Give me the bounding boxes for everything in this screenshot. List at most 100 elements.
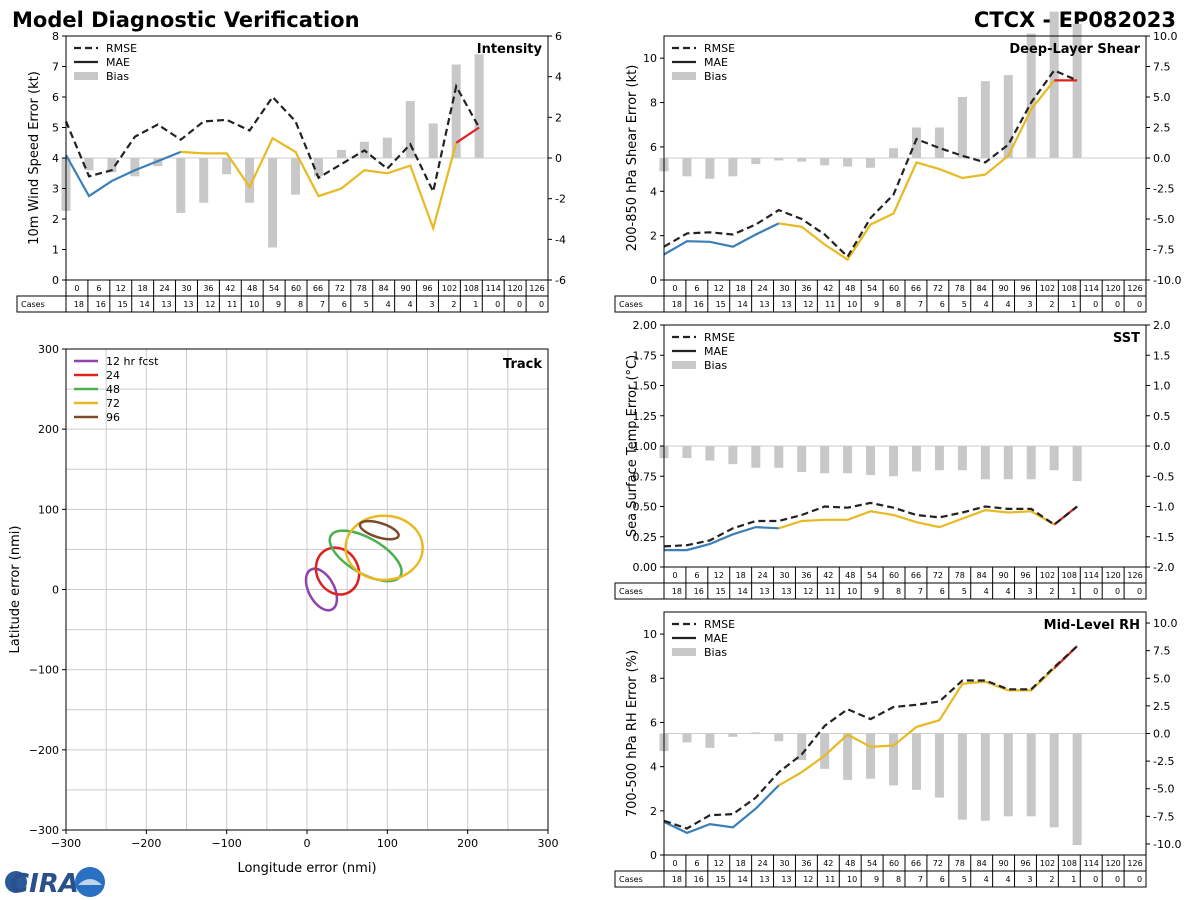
case-count: 6 bbox=[342, 300, 347, 309]
case-count: 0 bbox=[1093, 300, 1098, 309]
case-count: 11 bbox=[825, 300, 835, 309]
y-tick-label: 6 bbox=[650, 716, 657, 729]
bias-bar bbox=[889, 148, 899, 158]
bias-bar bbox=[682, 733, 692, 743]
case-count: 11 bbox=[825, 875, 835, 884]
hour-label: 114 bbox=[1084, 284, 1099, 293]
bias-bar bbox=[957, 97, 967, 158]
track-legend-label: 12 hr fcst bbox=[106, 355, 159, 368]
y-tick-label: 0.75 bbox=[633, 470, 658, 483]
bias-bar bbox=[911, 127, 921, 158]
track-ellipse bbox=[358, 519, 400, 541]
page-title: Model Diagnostic Verification bbox=[12, 8, 360, 32]
case-count: 0 bbox=[1093, 875, 1098, 884]
hour-label: 126 bbox=[529, 284, 544, 293]
case-count: 1 bbox=[1071, 875, 1076, 884]
cases-row bbox=[614, 295, 1147, 313]
bias-bar bbox=[1003, 446, 1013, 480]
bias-bar bbox=[1049, 11, 1059, 158]
hour-label: 12 bbox=[116, 284, 126, 293]
legend-bias-label: Bias bbox=[106, 70, 129, 83]
cases-row bbox=[16, 295, 549, 313]
hour-label: 114 bbox=[1084, 571, 1099, 580]
hour-label: 96 bbox=[1020, 859, 1030, 868]
hour-label: 90 bbox=[998, 284, 1008, 293]
y-tick-label: 2 bbox=[650, 805, 657, 818]
case-count: 9 bbox=[874, 300, 879, 309]
y-tick-label: 2 bbox=[52, 213, 59, 226]
y2-tick-label: 7.5 bbox=[1153, 645, 1171, 658]
bias-bar bbox=[336, 149, 346, 158]
case-count: 8 bbox=[298, 300, 303, 309]
hour-label: 0 bbox=[672, 859, 677, 868]
bias-bar bbox=[843, 158, 853, 167]
hour-label: 72 bbox=[335, 284, 345, 293]
case-count: 16 bbox=[694, 875, 704, 884]
case-count: 0 bbox=[1115, 300, 1120, 309]
hour-label: 102 bbox=[1040, 859, 1055, 868]
case-count: 6 bbox=[940, 300, 945, 309]
y-tick-label: 8 bbox=[650, 97, 657, 110]
case-count: 7 bbox=[918, 875, 923, 884]
bias-bar bbox=[728, 733, 738, 737]
hour-label: 108 bbox=[464, 284, 479, 293]
y-tick-label: 4 bbox=[52, 152, 59, 165]
y-tick-label: 8 bbox=[650, 672, 657, 685]
case-count: 0 bbox=[1137, 300, 1142, 309]
y2-tick-label: -6 bbox=[555, 274, 566, 287]
case-count: 3 bbox=[1027, 587, 1032, 596]
hour-label: 18 bbox=[138, 284, 148, 293]
hour-label: 42 bbox=[823, 859, 833, 868]
rmse-line bbox=[64, 83, 481, 195]
case-count: 2 bbox=[451, 300, 456, 309]
case-count: 0 bbox=[1115, 587, 1120, 596]
mae-line-mid bbox=[180, 136, 458, 232]
hour-label: 90 bbox=[400, 284, 410, 293]
bias-bar bbox=[130, 158, 140, 177]
y-axis-label: Sea Surface Temp Error (°C) bbox=[625, 355, 640, 537]
y-tick-label: 1.00 bbox=[633, 440, 658, 453]
y-tick-label: −300 bbox=[29, 824, 59, 837]
bias-bar bbox=[1072, 733, 1082, 846]
case-count: 15 bbox=[716, 875, 726, 884]
bias-bar bbox=[866, 733, 876, 779]
track-ellipse bbox=[304, 567, 339, 612]
hour-label: 84 bbox=[977, 571, 987, 580]
bias-bar bbox=[1049, 446, 1059, 471]
case-count: 12 bbox=[803, 587, 813, 596]
legend-bias-label: Bias bbox=[704, 359, 727, 372]
hour-label: 78 bbox=[955, 859, 965, 868]
case-count: 10 bbox=[847, 875, 857, 884]
case-count: 12 bbox=[803, 875, 813, 884]
bias-bar bbox=[843, 733, 853, 780]
hour-label: 54 bbox=[867, 571, 877, 580]
hour-label: 90 bbox=[998, 859, 1008, 868]
rmse-line bbox=[663, 501, 1078, 548]
case-count: 9 bbox=[276, 300, 281, 309]
y2-tick-label: 7.5 bbox=[1153, 61, 1171, 74]
y2-tick-label: -1.5 bbox=[1153, 531, 1174, 544]
y-tick-label: 0 bbox=[650, 274, 657, 287]
case-count: 4 bbox=[1006, 587, 1011, 596]
bias-bar bbox=[866, 158, 876, 168]
case-count: 0 bbox=[517, 300, 522, 309]
hour-label: 102 bbox=[1040, 571, 1055, 580]
bias-bar bbox=[405, 101, 415, 158]
case-count: 6 bbox=[940, 875, 945, 884]
hour-label: 54 bbox=[867, 284, 877, 293]
hour-label: 30 bbox=[779, 284, 789, 293]
case-count: 3 bbox=[429, 300, 434, 309]
y2-tick-label: 1.0 bbox=[1153, 380, 1171, 393]
hour-label: 24 bbox=[757, 859, 767, 868]
hour-label: 12 bbox=[714, 859, 724, 868]
y-axis-label: 200-850 hPa Shear Error (kt) bbox=[625, 65, 640, 252]
y2-tick-label: 2 bbox=[555, 111, 562, 124]
bias-bar bbox=[911, 733, 921, 790]
hour-label: 6 bbox=[694, 571, 699, 580]
cases-row bbox=[614, 870, 1147, 888]
case-count: 10 bbox=[847, 587, 857, 596]
y-tick-label: 100 bbox=[38, 503, 59, 516]
hour-label: 48 bbox=[845, 284, 855, 293]
y-tick-label: 10 bbox=[643, 52, 657, 65]
